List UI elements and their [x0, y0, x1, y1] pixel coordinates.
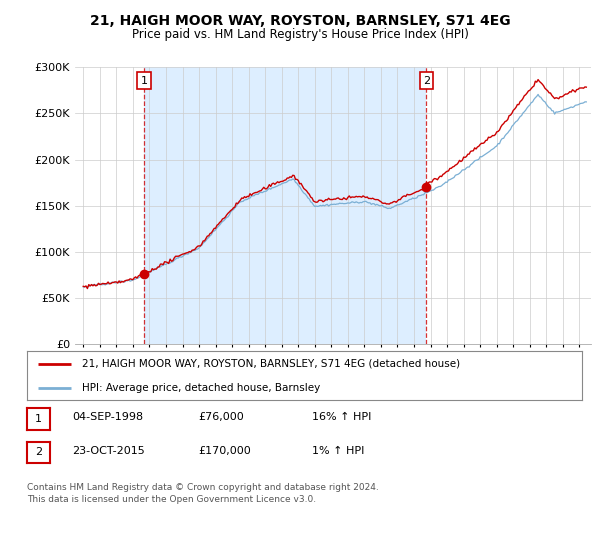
Text: 2: 2: [423, 76, 430, 86]
Text: 21, HAIGH MOOR WAY, ROYSTON, BARNSLEY, S71 4EG (detached house): 21, HAIGH MOOR WAY, ROYSTON, BARNSLEY, S…: [83, 359, 461, 369]
Bar: [144, 67, 427, 344]
Text: 2: 2: [35, 447, 42, 458]
Text: 04-SEP-1998: 04-SEP-1998: [72, 412, 143, 422]
Text: 16% ↑ HPI: 16% ↑ HPI: [312, 412, 371, 422]
Text: 23-OCT-2015: 23-OCT-2015: [72, 446, 145, 456]
Text: HPI: Average price, detached house, Barnsley: HPI: Average price, detached house, Barn…: [83, 382, 321, 393]
Text: 21, HAIGH MOOR WAY, ROYSTON, BARNSLEY, S71 4EG: 21, HAIGH MOOR WAY, ROYSTON, BARNSLEY, S…: [89, 14, 511, 28]
Text: £170,000: £170,000: [198, 446, 251, 456]
Text: £76,000: £76,000: [198, 412, 244, 422]
Text: Contains HM Land Registry data © Crown copyright and database right 2024.
This d: Contains HM Land Registry data © Crown c…: [27, 483, 379, 503]
Text: Price paid vs. HM Land Registry's House Price Index (HPI): Price paid vs. HM Land Registry's House …: [131, 28, 469, 41]
Text: 1: 1: [140, 76, 148, 86]
Text: 1: 1: [35, 414, 42, 424]
Text: 1% ↑ HPI: 1% ↑ HPI: [312, 446, 364, 456]
